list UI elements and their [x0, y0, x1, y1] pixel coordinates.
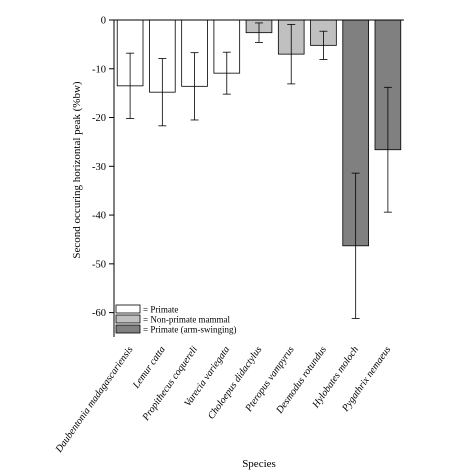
x-axis-title: Species: [242, 458, 276, 470]
x-tick-label: Propithecus coquereli: [140, 344, 200, 423]
y-tick-label: -40: [92, 211, 106, 222]
y-axis-title: Second occuring horizontal peak (%bw): [71, 81, 83, 258]
legend-swatch: [115, 314, 141, 324]
legend: = Primate= Non-primate mammal= Primate (…: [115, 304, 237, 335]
legend-swatch: [115, 324, 141, 334]
y-tick-label: 0: [101, 16, 106, 27]
legend-label: = Non-primate mammal: [143, 315, 231, 325]
legend-label: = Primate: [143, 305, 178, 315]
x-tick-label: Daubentonia madagascariensis: [53, 344, 135, 455]
y-tick-label: -20: [92, 113, 106, 124]
y-tick-label: -10: [92, 64, 106, 75]
bars: [116, 19, 402, 247]
legend-swatch: [115, 304, 141, 314]
y-axis-ticks: 0 -10 -20 -30 -40 -50 -60: [92, 16, 114, 319]
y-tick-label: -50: [92, 259, 106, 270]
error-bars: [126, 22, 392, 319]
y-tick-label: -60: [92, 308, 106, 319]
legend-label: = Primate (arm-swinging): [143, 325, 237, 335]
y-tick-label: -30: [92, 162, 106, 173]
